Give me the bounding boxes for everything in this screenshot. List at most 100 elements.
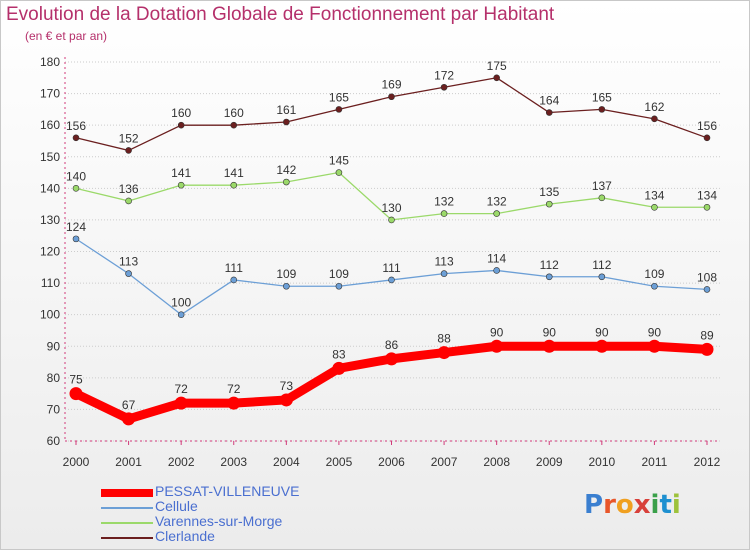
data-point xyxy=(177,181,185,189)
x-tick-label: 2002 xyxy=(168,455,195,469)
logo-letter: i xyxy=(650,490,660,520)
data-label: 134 xyxy=(697,188,717,202)
data-label: 72 xyxy=(174,382,188,396)
data-label: 141 xyxy=(224,166,244,180)
data-label: 90 xyxy=(595,325,609,339)
x-tick-label: 2012 xyxy=(694,455,721,469)
data-label: 169 xyxy=(381,78,401,92)
legend-label: Varennes-sur-Morge xyxy=(155,513,283,529)
logo-letter: r xyxy=(603,490,616,520)
y-tick-label: 140 xyxy=(40,181,60,195)
x-tick-label: 2011 xyxy=(642,455,668,469)
legend-swatch xyxy=(101,507,153,509)
y-tick-label: 130 xyxy=(40,213,60,227)
data-label: 112 xyxy=(540,258,559,272)
data-label: 89 xyxy=(700,328,714,342)
data-label: 73 xyxy=(280,379,294,393)
y-tick-label: 80 xyxy=(47,371,61,385)
data-label: 114 xyxy=(487,251,506,265)
logo-letter: t xyxy=(659,490,672,520)
x-tick-label: 2008 xyxy=(483,455,510,469)
data-label: 111 xyxy=(225,261,244,275)
logo-letter: x xyxy=(633,490,651,520)
data-point xyxy=(177,121,185,129)
data-label: 165 xyxy=(592,90,612,104)
data-label: 137 xyxy=(592,179,612,193)
data-label: 160 xyxy=(171,106,191,120)
data-label: 136 xyxy=(119,182,139,196)
proxiti-logo: Proxiti xyxy=(584,490,681,520)
x-tick-label: 2006 xyxy=(378,455,405,469)
data-point xyxy=(283,118,290,126)
data-point xyxy=(700,342,714,356)
data-point xyxy=(125,270,132,277)
chart-subtitle: (en € et par an) xyxy=(25,29,108,43)
data-label: 132 xyxy=(487,195,507,209)
data-point xyxy=(227,396,241,410)
legend-item: Cellule xyxy=(101,498,361,515)
legend-swatch xyxy=(101,522,153,524)
data-point xyxy=(493,74,500,82)
y-tick-label: 90 xyxy=(47,339,61,353)
data-label: 83 xyxy=(332,347,346,361)
data-label: 156 xyxy=(697,119,717,133)
data-point xyxy=(651,203,658,211)
legend-label: Cellule xyxy=(155,498,198,514)
x-tick-label: 2003 xyxy=(220,455,247,469)
x-tick-label: 2009 xyxy=(536,455,563,469)
data-point xyxy=(493,210,500,217)
data-label: 142 xyxy=(276,163,296,177)
legend-label: PESSAT-VILLENEUVE xyxy=(155,483,300,499)
data-point xyxy=(125,147,132,154)
data-label: 124 xyxy=(66,220,86,234)
data-point xyxy=(703,134,711,142)
x-tick-label: 2004 xyxy=(273,455,300,469)
data-point xyxy=(437,346,451,360)
data-point xyxy=(440,83,448,91)
data-label: 109 xyxy=(329,267,349,281)
data-label: 132 xyxy=(434,195,454,209)
y-tick-label: 60 xyxy=(47,434,61,448)
data-label: 172 xyxy=(434,68,454,82)
chart-legend: PESSAT-VILLENEUVE Cellule Varennes-sur-Mor… xyxy=(101,483,361,545)
data-point xyxy=(598,194,606,202)
data-label: 175 xyxy=(487,59,507,73)
data-point xyxy=(388,93,395,101)
data-label: 75 xyxy=(69,373,83,387)
data-point xyxy=(598,273,606,281)
y-tick-label: 170 xyxy=(40,87,60,101)
y-tick-label: 180 xyxy=(40,55,60,69)
data-point xyxy=(69,387,83,401)
data-point xyxy=(703,203,711,211)
y-tick-label: 160 xyxy=(40,118,60,132)
x-tick-label: 2010 xyxy=(588,455,615,469)
data-point xyxy=(595,339,609,353)
data-point xyxy=(72,134,80,142)
legend-swatch xyxy=(101,537,153,539)
data-point xyxy=(598,106,606,113)
x-tick-label: 2000 xyxy=(63,455,90,469)
x-tick-label: 2005 xyxy=(326,455,353,469)
data-label: 88 xyxy=(437,332,451,346)
data-label: 113 xyxy=(435,255,454,269)
data-point xyxy=(703,286,711,293)
data-point xyxy=(545,200,553,208)
data-label: 130 xyxy=(381,201,401,215)
data-point xyxy=(545,109,553,116)
data-label: 108 xyxy=(697,270,717,284)
data-point xyxy=(332,361,346,375)
data-label: 67 xyxy=(122,398,136,412)
legend-item: Varennes-sur-Morge xyxy=(101,513,361,530)
x-tick-label: 2007 xyxy=(431,455,458,469)
data-point xyxy=(125,197,132,205)
data-label: 135 xyxy=(539,185,559,199)
y-tick-label: 100 xyxy=(40,308,60,322)
data-point xyxy=(122,412,136,426)
data-point xyxy=(230,181,238,189)
data-point xyxy=(283,282,290,290)
data-label: 156 xyxy=(66,119,86,133)
legend-label: Clerlande xyxy=(155,528,215,544)
data-label: 90 xyxy=(490,325,504,339)
y-tick-label: 110 xyxy=(41,276,60,290)
x-tick-label: 2001 xyxy=(115,455,142,469)
